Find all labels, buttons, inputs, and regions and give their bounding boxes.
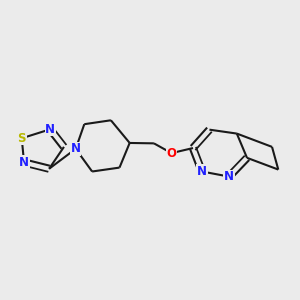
Text: N: N — [71, 142, 81, 155]
Text: S: S — [17, 132, 26, 145]
Text: N: N — [224, 170, 234, 183]
Text: O: O — [167, 147, 176, 160]
Text: N: N — [45, 123, 55, 136]
Text: N: N — [197, 165, 207, 178]
Text: N: N — [19, 156, 29, 169]
